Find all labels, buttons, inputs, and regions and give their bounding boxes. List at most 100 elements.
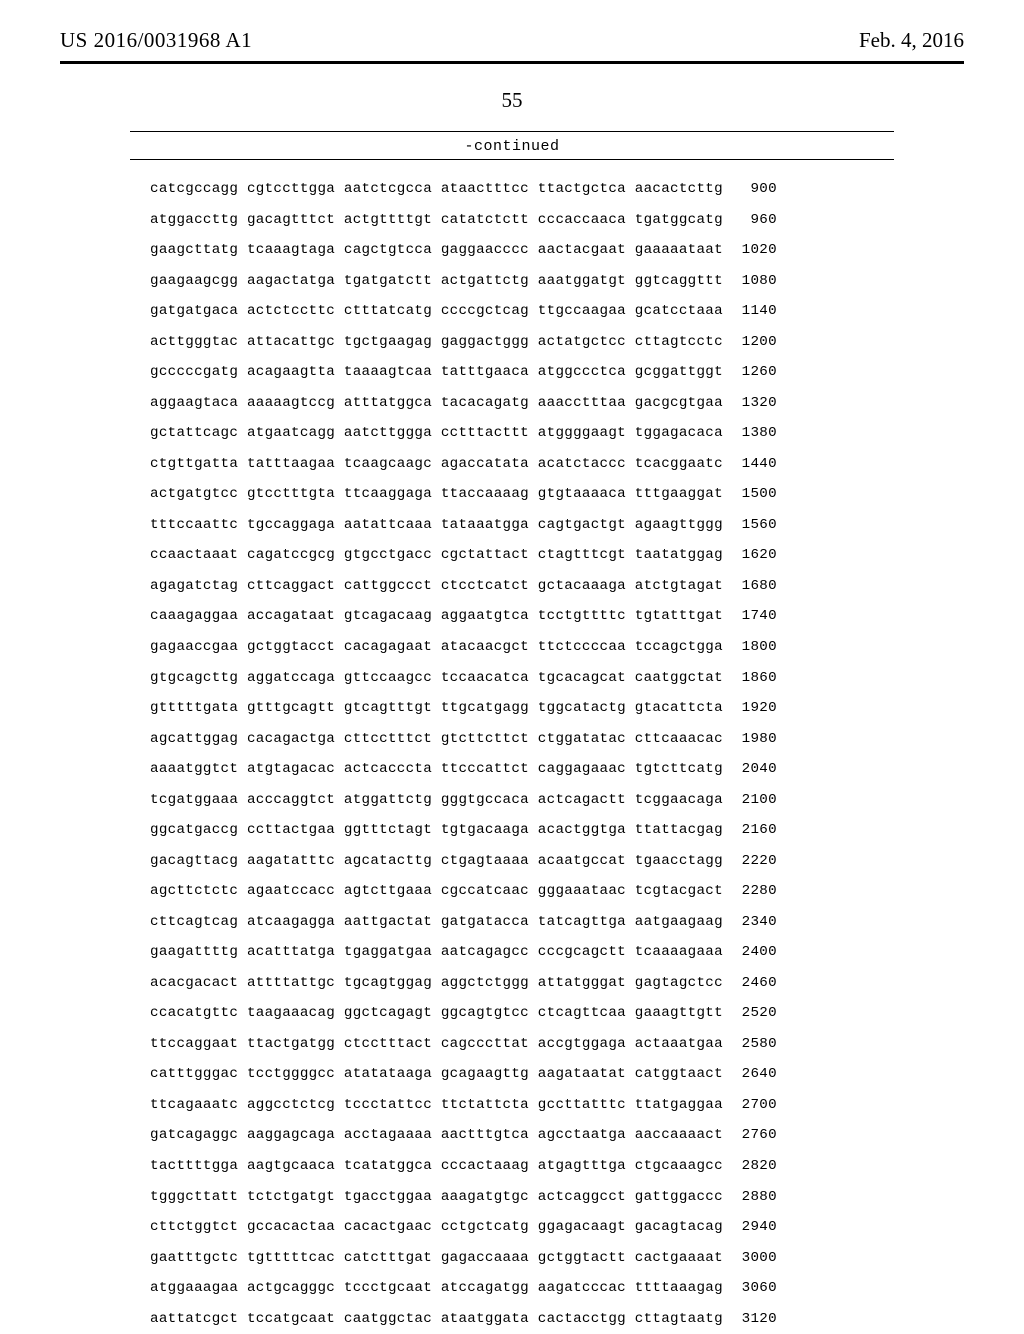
sequence-text: catttgggac tcctggggcc atatataaga gcagaag…	[150, 1059, 723, 1090]
sequence-position: 2220	[723, 846, 777, 877]
sequence-row: gaagaagcgg aagactatga tgatgatctt actgatt…	[150, 266, 1024, 297]
sequence-text: tcgatggaaa acccaggtct atggattctg gggtgcc…	[150, 785, 723, 816]
sequence-text: ccaactaaat cagatccgcg gtgcctgacc cgctatt…	[150, 540, 723, 571]
sequence-position: 3060	[723, 1273, 777, 1304]
sequence-row: gcccccgatg acagaagtta taaaagtcaa tatttga…	[150, 357, 1024, 388]
sequence-row: gaagcttatg tcaaagtaga cagctgtcca gaggaac…	[150, 235, 1024, 266]
sequence-text: gatgatgaca actctccttc ctttatcatg ccccgct…	[150, 296, 723, 327]
sequence-row: gaagattttg acatttatga tgaggatgaa aatcaga…	[150, 937, 1024, 968]
sequence-text: aggaagtaca aaaaagtccg atttatggca tacacag…	[150, 388, 723, 419]
sequence-position: 1380	[723, 418, 777, 449]
sequence-position: 2640	[723, 1059, 777, 1090]
sequence-position: 2160	[723, 815, 777, 846]
sequence-position: 1860	[723, 663, 777, 694]
header-divider	[60, 61, 964, 64]
sequence-row: acttgggtac attacattgc tgctgaagag gaggact…	[150, 327, 1024, 358]
sequence-row: gatgatgaca actctccttc ctttatcatg ccccgct…	[150, 296, 1024, 327]
sequence-text: ccacatgttc taagaaacag ggctcagagt ggcagtg…	[150, 998, 723, 1029]
sequence-position: 3120	[723, 1304, 777, 1334]
sequence-text: gtgcagcttg aggatccaga gttccaagcc tccaaca…	[150, 663, 723, 694]
sequence-position: 2520	[723, 998, 777, 1029]
sequence-position: 1140	[723, 296, 777, 327]
sequence-row: aggaagtaca aaaaagtccg atttatggca tacacag…	[150, 388, 1024, 419]
sequence-text: atggaccttg gacagtttct actgttttgt catatct…	[150, 205, 723, 236]
sequence-row: ccacatgttc taagaaacag ggctcagagt ggcagtg…	[150, 998, 1024, 1029]
sequence-position: 1620	[723, 540, 777, 571]
sequence-text: tttccaattc tgccaggaga aatattcaaa tataaat…	[150, 510, 723, 541]
sequence-row: ttcagaaatc aggcctctcg tccctattcc ttctatt…	[150, 1090, 1024, 1121]
sequence-position: 2460	[723, 968, 777, 999]
sequence-position: 2040	[723, 754, 777, 785]
sequence-text: atggaaagaa actgcagggc tccctgcaat atccaga…	[150, 1273, 723, 1304]
sequence-text: gaatttgctc tgtttttcac catctttgat gagacca…	[150, 1243, 723, 1274]
sequence-row: gaatttgctc tgtttttcac catctttgat gagacca…	[150, 1243, 1024, 1274]
sequence-text: gaagattttg acatttatga tgaggatgaa aatcaga…	[150, 937, 723, 968]
sequence-row: catcgccagg cgtccttgga aatctcgcca ataactt…	[150, 174, 1024, 205]
sequence-text: agagatctag cttcaggact cattggccct ctcctca…	[150, 571, 723, 602]
sequence-text: gtttttgata gtttgcagtt gtcagtttgt ttgcatg…	[150, 693, 723, 724]
sequence-text: actgatgtcc gtcctttgta ttcaaggaga ttaccaa…	[150, 479, 723, 510]
sequence-text: aattatcgct tccatgcaat caatggctac ataatgg…	[150, 1304, 723, 1334]
sequence-position: 2700	[723, 1090, 777, 1121]
sequence-text: caaagaggaa accagataat gtcagacaag aggaatg…	[150, 601, 723, 632]
sequence-row: tgggcttatt tctctgatgt tgacctggaa aaagatg…	[150, 1182, 1024, 1213]
sequence-row: agagatctag cttcaggact cattggccct ctcctca…	[150, 571, 1024, 602]
sequence-position: 1740	[723, 601, 777, 632]
sequence-row: tcgatggaaa acccaggtct atggattctg gggtgcc…	[150, 785, 1024, 816]
sequence-row: gtttttgata gtttgcagtt gtcagtttgt ttgcatg…	[150, 693, 1024, 724]
sequence-position: 960	[723, 205, 777, 236]
sequence-position: 2880	[723, 1182, 777, 1213]
sequence-row: ccaactaaat cagatccgcg gtgcctgacc cgctatt…	[150, 540, 1024, 571]
sequence-text: agcttctctc agaatccacc agtcttgaaa cgccatc…	[150, 876, 723, 907]
sequence-row: atggaccttg gacagtttct actgttttgt catatct…	[150, 205, 1024, 236]
publication-number: US 2016/0031968 A1	[60, 28, 252, 53]
publication-date: Feb. 4, 2016	[859, 28, 964, 53]
sequence-text: tgggcttatt tctctgatgt tgacctggaa aaagatg…	[150, 1182, 723, 1213]
sequence-text: aaaatggtct atgtagacac actcacccta ttcccat…	[150, 754, 723, 785]
sequence-position: 1560	[723, 510, 777, 541]
sequence-text: acttgggtac attacattgc tgctgaagag gaggact…	[150, 327, 723, 358]
sequence-row: ggcatgaccg ccttactgaa ggtttctagt tgtgaca…	[150, 815, 1024, 846]
sequence-position: 1980	[723, 724, 777, 755]
sequence-position: 2820	[723, 1151, 777, 1182]
sequence-row: tacttttgga aagtgcaaca tcatatggca cccacta…	[150, 1151, 1024, 1182]
sequence-row: caaagaggaa accagataat gtcagacaag aggaatg…	[150, 601, 1024, 632]
sequence-text: ttcagaaatc aggcctctcg tccctattcc ttctatt…	[150, 1090, 723, 1121]
sequence-position: 2580	[723, 1029, 777, 1060]
sequence-row: actgatgtcc gtcctttgta ttcaaggaga ttaccaa…	[150, 479, 1024, 510]
sequence-text: gatcagaggc aaggagcaga acctagaaaa aactttg…	[150, 1120, 723, 1151]
sequence-row: atggaaagaa actgcagggc tccctgcaat atccaga…	[150, 1273, 1024, 1304]
sequence-row: agcttctctc agaatccacc agtcttgaaa cgccatc…	[150, 876, 1024, 907]
sequence-row: gctattcagc atgaatcagg aatcttggga cctttac…	[150, 418, 1024, 449]
sequence-text: ttccaggaat ttactgatgg ctcctttact cagccct…	[150, 1029, 723, 1060]
sequence-row: cttctggtct gccacactaa cacactgaac cctgctc…	[150, 1212, 1024, 1243]
sequence-position: 2400	[723, 937, 777, 968]
sequence-position: 2760	[723, 1120, 777, 1151]
sequence-text: gaagaagcgg aagactatga tgatgatctt actgatt…	[150, 266, 723, 297]
sequence-position: 1800	[723, 632, 777, 663]
sequence-text: gcccccgatg acagaagtta taaaagtcaa tatttga…	[150, 357, 723, 388]
sequence-text: agcattggag cacagactga cttcctttct gtcttct…	[150, 724, 723, 755]
sequence-text: ctgttgatta tatttaagaa tcaagcaagc agaccat…	[150, 449, 723, 480]
sequence-position: 1920	[723, 693, 777, 724]
sequence-position: 1440	[723, 449, 777, 480]
page-number: 55	[0, 88, 1024, 113]
sequence-position: 900	[723, 174, 777, 205]
sequence-row: catttgggac tcctggggcc atatataaga gcagaag…	[150, 1059, 1024, 1090]
sequence-position: 1320	[723, 388, 777, 419]
rule-bottom	[130, 159, 894, 160]
sequence-text: catcgccagg cgtccttgga aatctcgcca ataactt…	[150, 174, 723, 205]
sequence-row: cttcagtcag atcaagagga aattgactat gatgata…	[150, 907, 1024, 938]
sequence-text: ggcatgaccg ccttactgaa ggtttctagt tgtgaca…	[150, 815, 723, 846]
sequence-row: gagaaccgaa gctggtacct cacagagaat atacaac…	[150, 632, 1024, 663]
sequence-position: 1200	[723, 327, 777, 358]
sequence-row: ttccaggaat ttactgatgg ctcctttact cagccct…	[150, 1029, 1024, 1060]
sequence-position: 1500	[723, 479, 777, 510]
sequence-text: gaagcttatg tcaaagtaga cagctgtcca gaggaac…	[150, 235, 723, 266]
sequence-position: 1020	[723, 235, 777, 266]
sequence-row: tttccaattc tgccaggaga aatattcaaa tataaat…	[150, 510, 1024, 541]
sequence-position: 3000	[723, 1243, 777, 1274]
sequence-row: aattatcgct tccatgcaat caatggctac ataatgg…	[150, 1304, 1024, 1334]
sequence-position: 2940	[723, 1212, 777, 1243]
sequence-text: cttctggtct gccacactaa cacactgaac cctgctc…	[150, 1212, 723, 1243]
